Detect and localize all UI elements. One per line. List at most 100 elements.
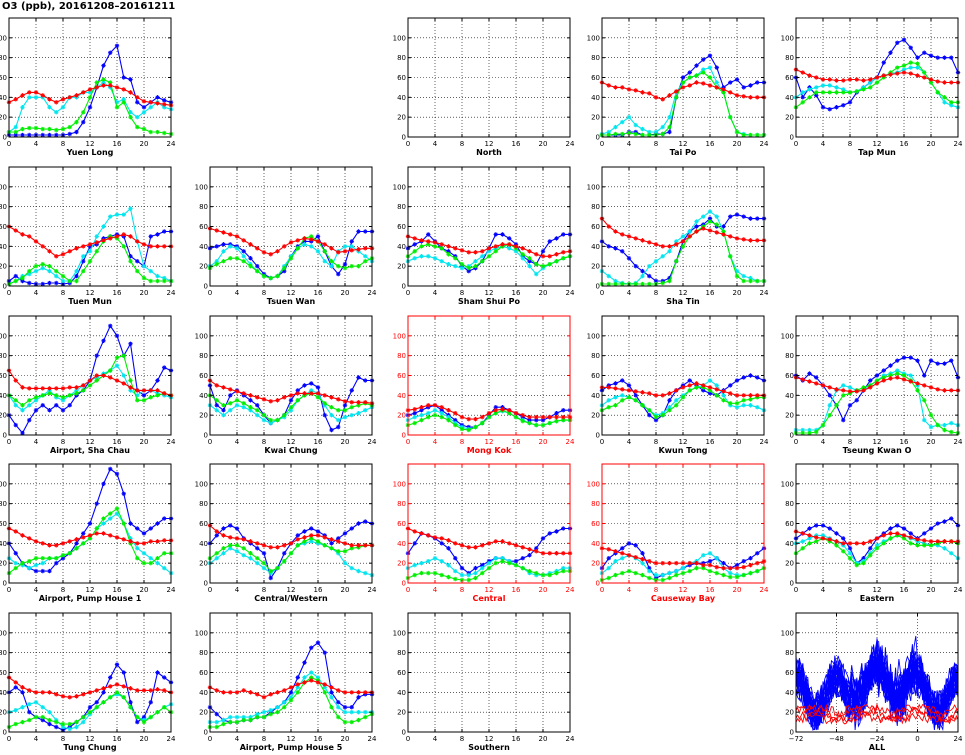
- data-point-green: [302, 539, 307, 544]
- data-point-red: [101, 531, 106, 536]
- data-point-green: [888, 373, 893, 378]
- data-point-green: [446, 417, 451, 423]
- data-point-cyan: [748, 403, 753, 408]
- data-point-cyan: [309, 539, 314, 544]
- tick-label-x: 24: [368, 438, 377, 446]
- tick-label-x: 20: [140, 735, 149, 743]
- data-point-green: [721, 90, 726, 95]
- data-point-cyan: [432, 556, 438, 561]
- data-point-red: [748, 562, 753, 568]
- data-point-green: [942, 427, 947, 433]
- data-point-red: [459, 543, 465, 548]
- data-point-green: [694, 565, 699, 571]
- data-point-red: [74, 537, 79, 542]
- tick-label-y: 60: [397, 74, 406, 82]
- data-point-red: [315, 239, 321, 244]
- data-point-cyan: [453, 263, 458, 269]
- data-point-red: [60, 694, 66, 699]
- tick-label-y: 60: [0, 372, 7, 380]
- data-point-green: [47, 126, 52, 132]
- data-point-blue: [40, 568, 45, 574]
- data-point-red: [81, 535, 86, 540]
- data-point-red: [419, 405, 424, 410]
- data-point-green: [707, 75, 713, 80]
- data-point-red: [874, 536, 880, 541]
- data-point-green: [241, 401, 246, 406]
- data-point-red: [647, 91, 652, 96]
- data-point-cyan: [315, 249, 321, 254]
- data-point-green: [674, 95, 679, 100]
- data-point-green: [453, 576, 458, 582]
- data-point-cyan: [342, 244, 348, 249]
- data-point-green: [620, 131, 625, 137]
- data-point-cyan: [27, 95, 32, 100]
- data-point-green: [248, 263, 253, 269]
- data-point-blue: [54, 280, 59, 286]
- data-point-cyan: [561, 565, 566, 571]
- data-point-green: [680, 80, 686, 85]
- data-point-green: [47, 556, 52, 561]
- tick-label-x: 0: [406, 140, 410, 148]
- tick-label-y: 100: [393, 332, 406, 340]
- data-point-green: [432, 244, 438, 249]
- data-point-green: [162, 278, 167, 284]
- data-point-red: [748, 393, 753, 398]
- data-point-red: [295, 537, 300, 542]
- data-point-red: [288, 685, 294, 690]
- data-point-blue: [949, 516, 954, 521]
- data-point-green: [714, 222, 719, 227]
- data-point-red: [507, 242, 512, 247]
- data-point-green: [660, 412, 665, 418]
- data-point-green: [248, 717, 253, 723]
- tick-label-x: 16: [314, 438, 323, 446]
- data-point-red: [667, 93, 672, 98]
- data-point-red: [734, 236, 740, 241]
- data-point-cyan: [121, 212, 126, 217]
- data-point-cyan: [701, 214, 706, 219]
- data-point-red: [128, 90, 133, 95]
- tick-label-y: 40: [199, 243, 208, 251]
- data-point-red: [288, 541, 294, 546]
- data-point-red: [741, 94, 746, 99]
- data-point-green: [647, 281, 652, 287]
- data-point-green: [74, 278, 79, 284]
- tick-label-y: 80: [0, 352, 7, 360]
- data-point-blue: [221, 242, 226, 247]
- panel-title: Causeway Bay: [651, 594, 716, 603]
- data-point-cyan: [412, 256, 417, 261]
- data-point-cyan: [412, 562, 417, 568]
- data-point-blue: [540, 249, 546, 254]
- data-point-green: [807, 95, 812, 100]
- tick-label-x: 24: [167, 289, 176, 297]
- data-point-blue: [748, 83, 753, 88]
- data-point-red: [473, 416, 478, 422]
- data-point-green: [534, 422, 539, 428]
- data-point-blue: [687, 378, 692, 383]
- data-point-red: [349, 543, 354, 548]
- data-point-cyan: [755, 405, 760, 410]
- data-point-red: [162, 244, 167, 249]
- data-point-cyan: [363, 408, 368, 413]
- tick-label-y: 60: [397, 223, 406, 231]
- data-point-blue: [922, 531, 927, 536]
- data-point-green: [949, 429, 954, 435]
- data-point-blue: [234, 526, 240, 531]
- panel-title: Tuen Mun: [68, 297, 112, 306]
- data-point-cyan: [349, 412, 354, 418]
- panel-title: Tai Po: [670, 148, 697, 157]
- tick-label-x: 16: [706, 586, 715, 594]
- data-point-green: [27, 558, 32, 564]
- data-point-blue: [356, 695, 361, 700]
- data-point-blue: [888, 50, 893, 55]
- data-point-green: [27, 125, 32, 131]
- data-point-red: [315, 680, 321, 685]
- tick-label-y: 0: [596, 432, 600, 440]
- data-point-red: [282, 395, 287, 400]
- tick-label-y: 0: [3, 432, 7, 440]
- data-point-blue: [241, 249, 246, 254]
- data-point-blue: [895, 358, 900, 363]
- data-point-red: [33, 539, 39, 544]
